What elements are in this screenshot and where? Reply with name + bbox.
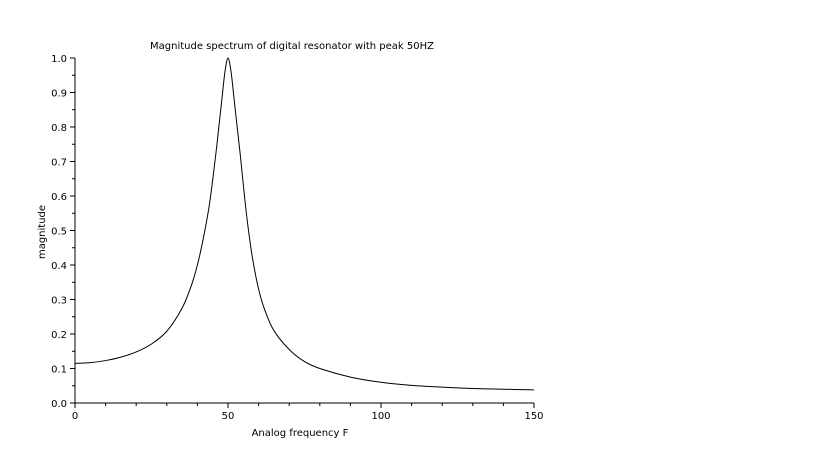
y-tick-label: 0.0 xyxy=(51,399,67,410)
x-tick-label: 150 xyxy=(524,411,543,422)
x-tick-label: 50 xyxy=(222,411,235,422)
y-tick-label: 0.4 xyxy=(51,261,67,272)
y-tick-label: 0.7 xyxy=(51,158,67,169)
y-tick-label: 0.9 xyxy=(51,89,67,100)
y-tick-label: 0.1 xyxy=(51,365,67,376)
y-axis-ticks: 0.0 0.1 0.2 0.3 0.4 0.5 0.6 0.7 0.8 0.9 1.0 xyxy=(51,54,75,410)
x-tick-label: 100 xyxy=(371,411,390,422)
y-tick-label: 0.5 xyxy=(51,227,67,238)
y-tick-label: 0.2 xyxy=(51,330,67,341)
y-tick-label: 0.6 xyxy=(51,192,67,203)
x-tick-label: 0 xyxy=(72,411,78,422)
y-axis-label: magnitude xyxy=(37,205,48,259)
x-axis-label: Analog frequency F xyxy=(252,428,349,439)
y-tick-label: 0.3 xyxy=(51,296,67,307)
y-tick-label: 1.0 xyxy=(51,54,67,65)
chart-title: Magnitude spectrum of digital resonator … xyxy=(150,41,434,52)
x-axis-ticks: 0 50 100 150 xyxy=(72,403,544,422)
y-tick-label: 0.8 xyxy=(51,123,67,134)
magnitude-series-line xyxy=(74,57,535,391)
